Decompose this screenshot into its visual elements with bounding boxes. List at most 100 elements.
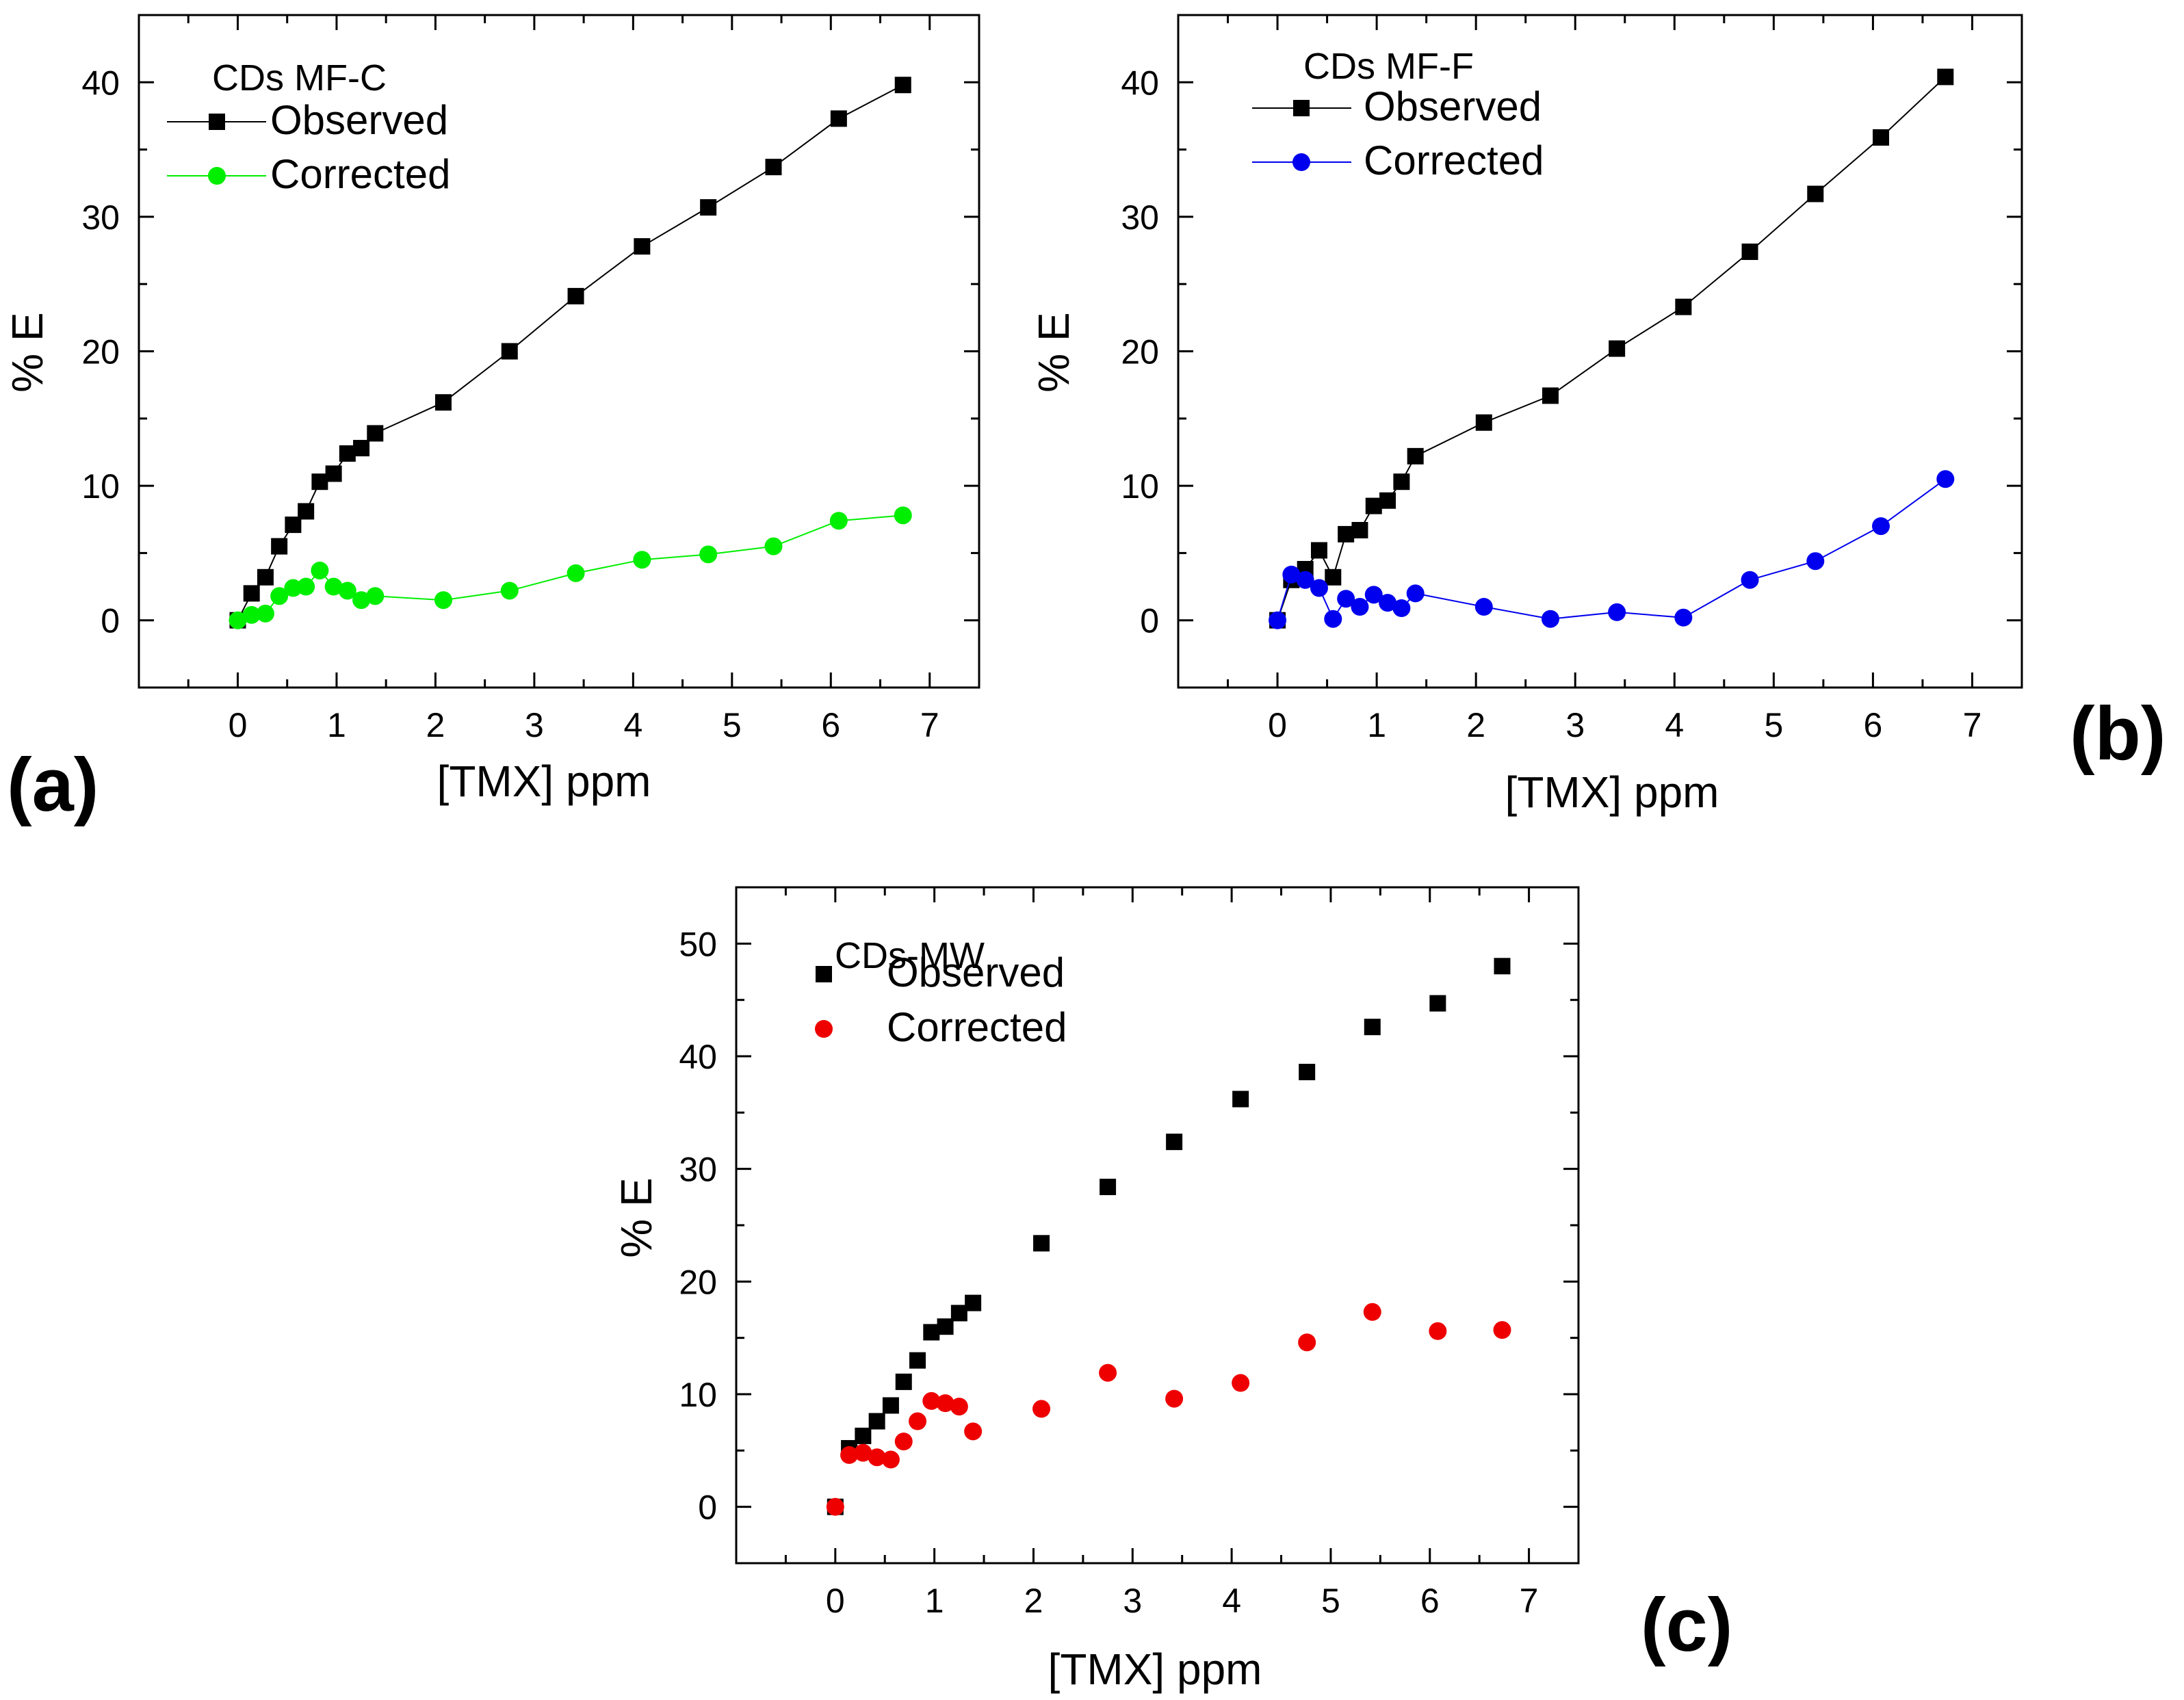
data-point	[1282, 565, 1301, 584]
data-point	[270, 587, 289, 605]
data-point	[950, 1305, 967, 1322]
data-point	[1365, 497, 1382, 514]
y-tick-label: 0	[1140, 602, 1159, 640]
x-tick-label: 4	[1665, 706, 1684, 744]
data-point	[1325, 568, 1342, 586]
chart-panel-a: 0 1 2 3 4 5 6 7 0 10 20 30 40 [TMX] ppm % E CDs MF-CObs…	[3, 14, 980, 827]
data-point	[1033, 1235, 1050, 1252]
data-point	[1406, 584, 1425, 603]
data-point	[271, 538, 288, 555]
y-tick-label: 10	[1121, 467, 1159, 506]
data-point	[923, 1324, 940, 1341]
data-point	[1674, 608, 1693, 627]
data-point	[699, 545, 718, 564]
data-point	[1351, 598, 1369, 616]
x-tick-label: 7	[1963, 706, 1982, 744]
data-point	[1741, 571, 1759, 589]
data-point	[1337, 590, 1355, 608]
legend-marker	[1293, 100, 1310, 116]
data-point	[1296, 571, 1314, 589]
data-point	[634, 238, 651, 255]
x-tick-label: 6	[1420, 1582, 1440, 1620]
data-point	[868, 1448, 886, 1467]
data-point	[1338, 525, 1355, 542]
y-axis-label: % E	[3, 312, 52, 392]
data-point	[1165, 1389, 1184, 1408]
data-point	[257, 568, 274, 586]
data-point	[1807, 185, 1824, 202]
legend-label: Corrected	[1364, 138, 1544, 183]
y-tick-label: 30	[81, 198, 120, 237]
data-point	[297, 577, 315, 596]
x-tick-label: 5	[1764, 706, 1783, 744]
x-tick-label: 2	[1024, 1582, 1043, 1620]
legend-title: CDs MF-C	[212, 57, 387, 99]
x-tick-label: 2	[1466, 706, 1485, 744]
legend-title: CDs-MW	[835, 935, 985, 976]
data-point	[700, 199, 717, 216]
data-point	[1429, 995, 1446, 1012]
x-tick-label: 4	[1222, 1582, 1241, 1620]
legend-label: Observed	[887, 950, 1065, 995]
data-point	[1310, 542, 1327, 559]
y-axis-label: % E	[1029, 312, 1078, 392]
data-point	[1936, 470, 1955, 488]
data-point	[1493, 1321, 1511, 1339]
data-point	[567, 287, 584, 304]
data-point	[854, 1443, 872, 1462]
data-point	[1675, 298, 1692, 315]
y-tick-label: 20	[1121, 333, 1159, 371]
data-point	[826, 1498, 844, 1516]
data-point	[1269, 611, 1287, 629]
y-tick-label: 40	[679, 1038, 717, 1076]
data-point	[1032, 1400, 1051, 1418]
data-point	[1872, 517, 1890, 536]
legend-marker	[208, 167, 226, 185]
data-point	[500, 581, 519, 600]
data-point	[311, 473, 328, 491]
legend-label: Observed	[270, 97, 448, 143]
data-point	[501, 343, 518, 360]
data-point	[1806, 552, 1825, 571]
data-point	[352, 591, 371, 610]
y-tick-label: 0	[101, 602, 120, 640]
x-tick-label: 0	[229, 706, 248, 744]
y-tick-label: 30	[1121, 198, 1159, 237]
y-tick-label: 50	[679, 925, 717, 963]
data-point	[284, 579, 302, 597]
data-point	[830, 110, 847, 127]
data-point	[882, 1397, 899, 1414]
x-axis-label: [TMX] ppm	[1048, 1645, 1262, 1694]
y-tick-label: 20	[679, 1263, 717, 1301]
x-tick-label: 3	[1123, 1582, 1142, 1620]
data-point	[894, 506, 912, 525]
data-point	[909, 1412, 927, 1430]
data-point	[1166, 1134, 1183, 1151]
plot-frame	[735, 886, 1580, 1565]
x-tick-label: 6	[821, 706, 840, 744]
data-point	[909, 1352, 926, 1369]
data-point	[256, 604, 274, 623]
y-tick-label: 20	[81, 333, 120, 371]
data-point	[1474, 598, 1493, 616]
panel-label: (a)	[7, 743, 99, 827]
x-tick-label: 1	[925, 1582, 944, 1620]
data-point	[243, 585, 260, 602]
data-point	[1310, 579, 1328, 597]
data-point	[567, 564, 585, 582]
data-point	[764, 537, 783, 555]
data-point	[1393, 473, 1410, 491]
data-point	[936, 1394, 954, 1413]
legend-marker	[209, 114, 225, 130]
x-axis-label: [TMX] ppm	[1505, 768, 1719, 817]
legend-label: Corrected	[270, 151, 450, 197]
y-tick-label: 10	[81, 467, 120, 506]
data-point	[1351, 521, 1368, 538]
data-point	[366, 587, 385, 605]
data-point	[1541, 610, 1559, 628]
data-point	[298, 503, 315, 520]
data-point	[881, 1450, 900, 1469]
x-axis-label: [TMX] ppm	[437, 757, 651, 806]
